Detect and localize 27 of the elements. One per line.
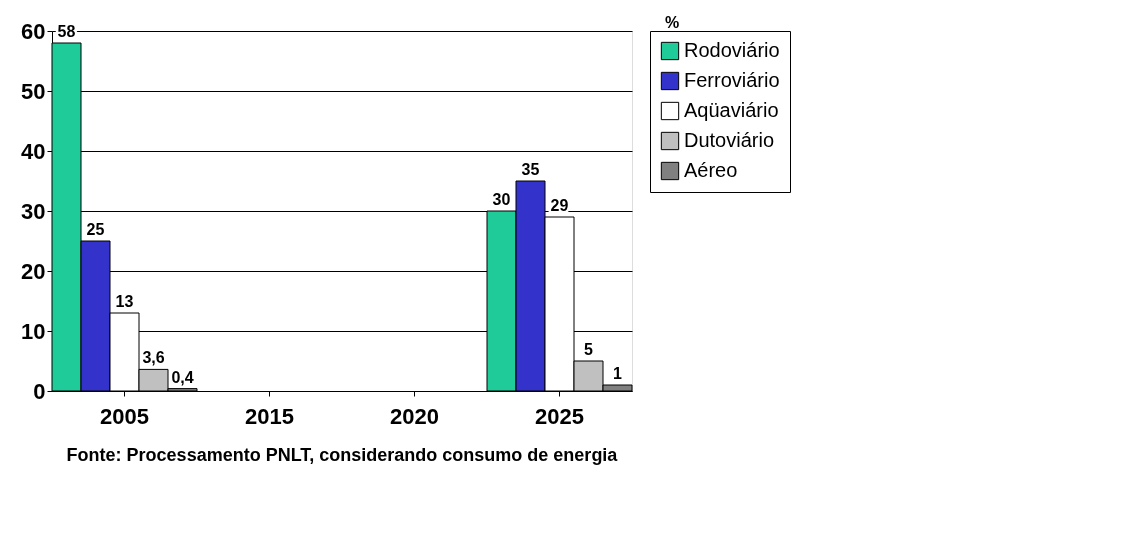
data-label: 5 (584, 341, 594, 358)
x-tick-label: 2015 (245, 403, 294, 429)
legend-label: Ferroviário (684, 69, 780, 91)
legend-label: Aqüaviário (684, 99, 779, 121)
legend-label: Aéreo (684, 159, 738, 181)
data-label: 30 (492, 191, 511, 208)
legend-label: Rodoviário (684, 39, 780, 61)
y-tick-label: 50 (21, 78, 46, 104)
y-tick-label: 10 (21, 318, 46, 344)
text: % (664, 14, 680, 31)
x-tick-label: 2005 (100, 403, 149, 429)
data-label: 35 (521, 161, 540, 178)
legend-label: Dutoviário (684, 129, 775, 151)
y-tick-label: 0 (33, 378, 46, 404)
data-label: 3,6 (142, 349, 165, 367)
y-tick-label: 40 (21, 138, 46, 164)
data-label: 29 (550, 197, 569, 214)
y-tick-label: 60 (21, 18, 46, 44)
data-label: 25 (86, 221, 105, 238)
data-label: 13 (115, 293, 134, 310)
x-tick-label: 2020 (390, 403, 439, 429)
data-label: 1 (613, 365, 623, 382)
y-tick-label: 30 (21, 198, 46, 224)
x-tick-label: 2025 (535, 403, 584, 429)
data-label: 0,4 (171, 368, 194, 386)
source-note: Fonte: Processamento PNLT, considerando consumo de energia (66, 445, 619, 465)
y-tick-label: 20 (21, 258, 46, 284)
